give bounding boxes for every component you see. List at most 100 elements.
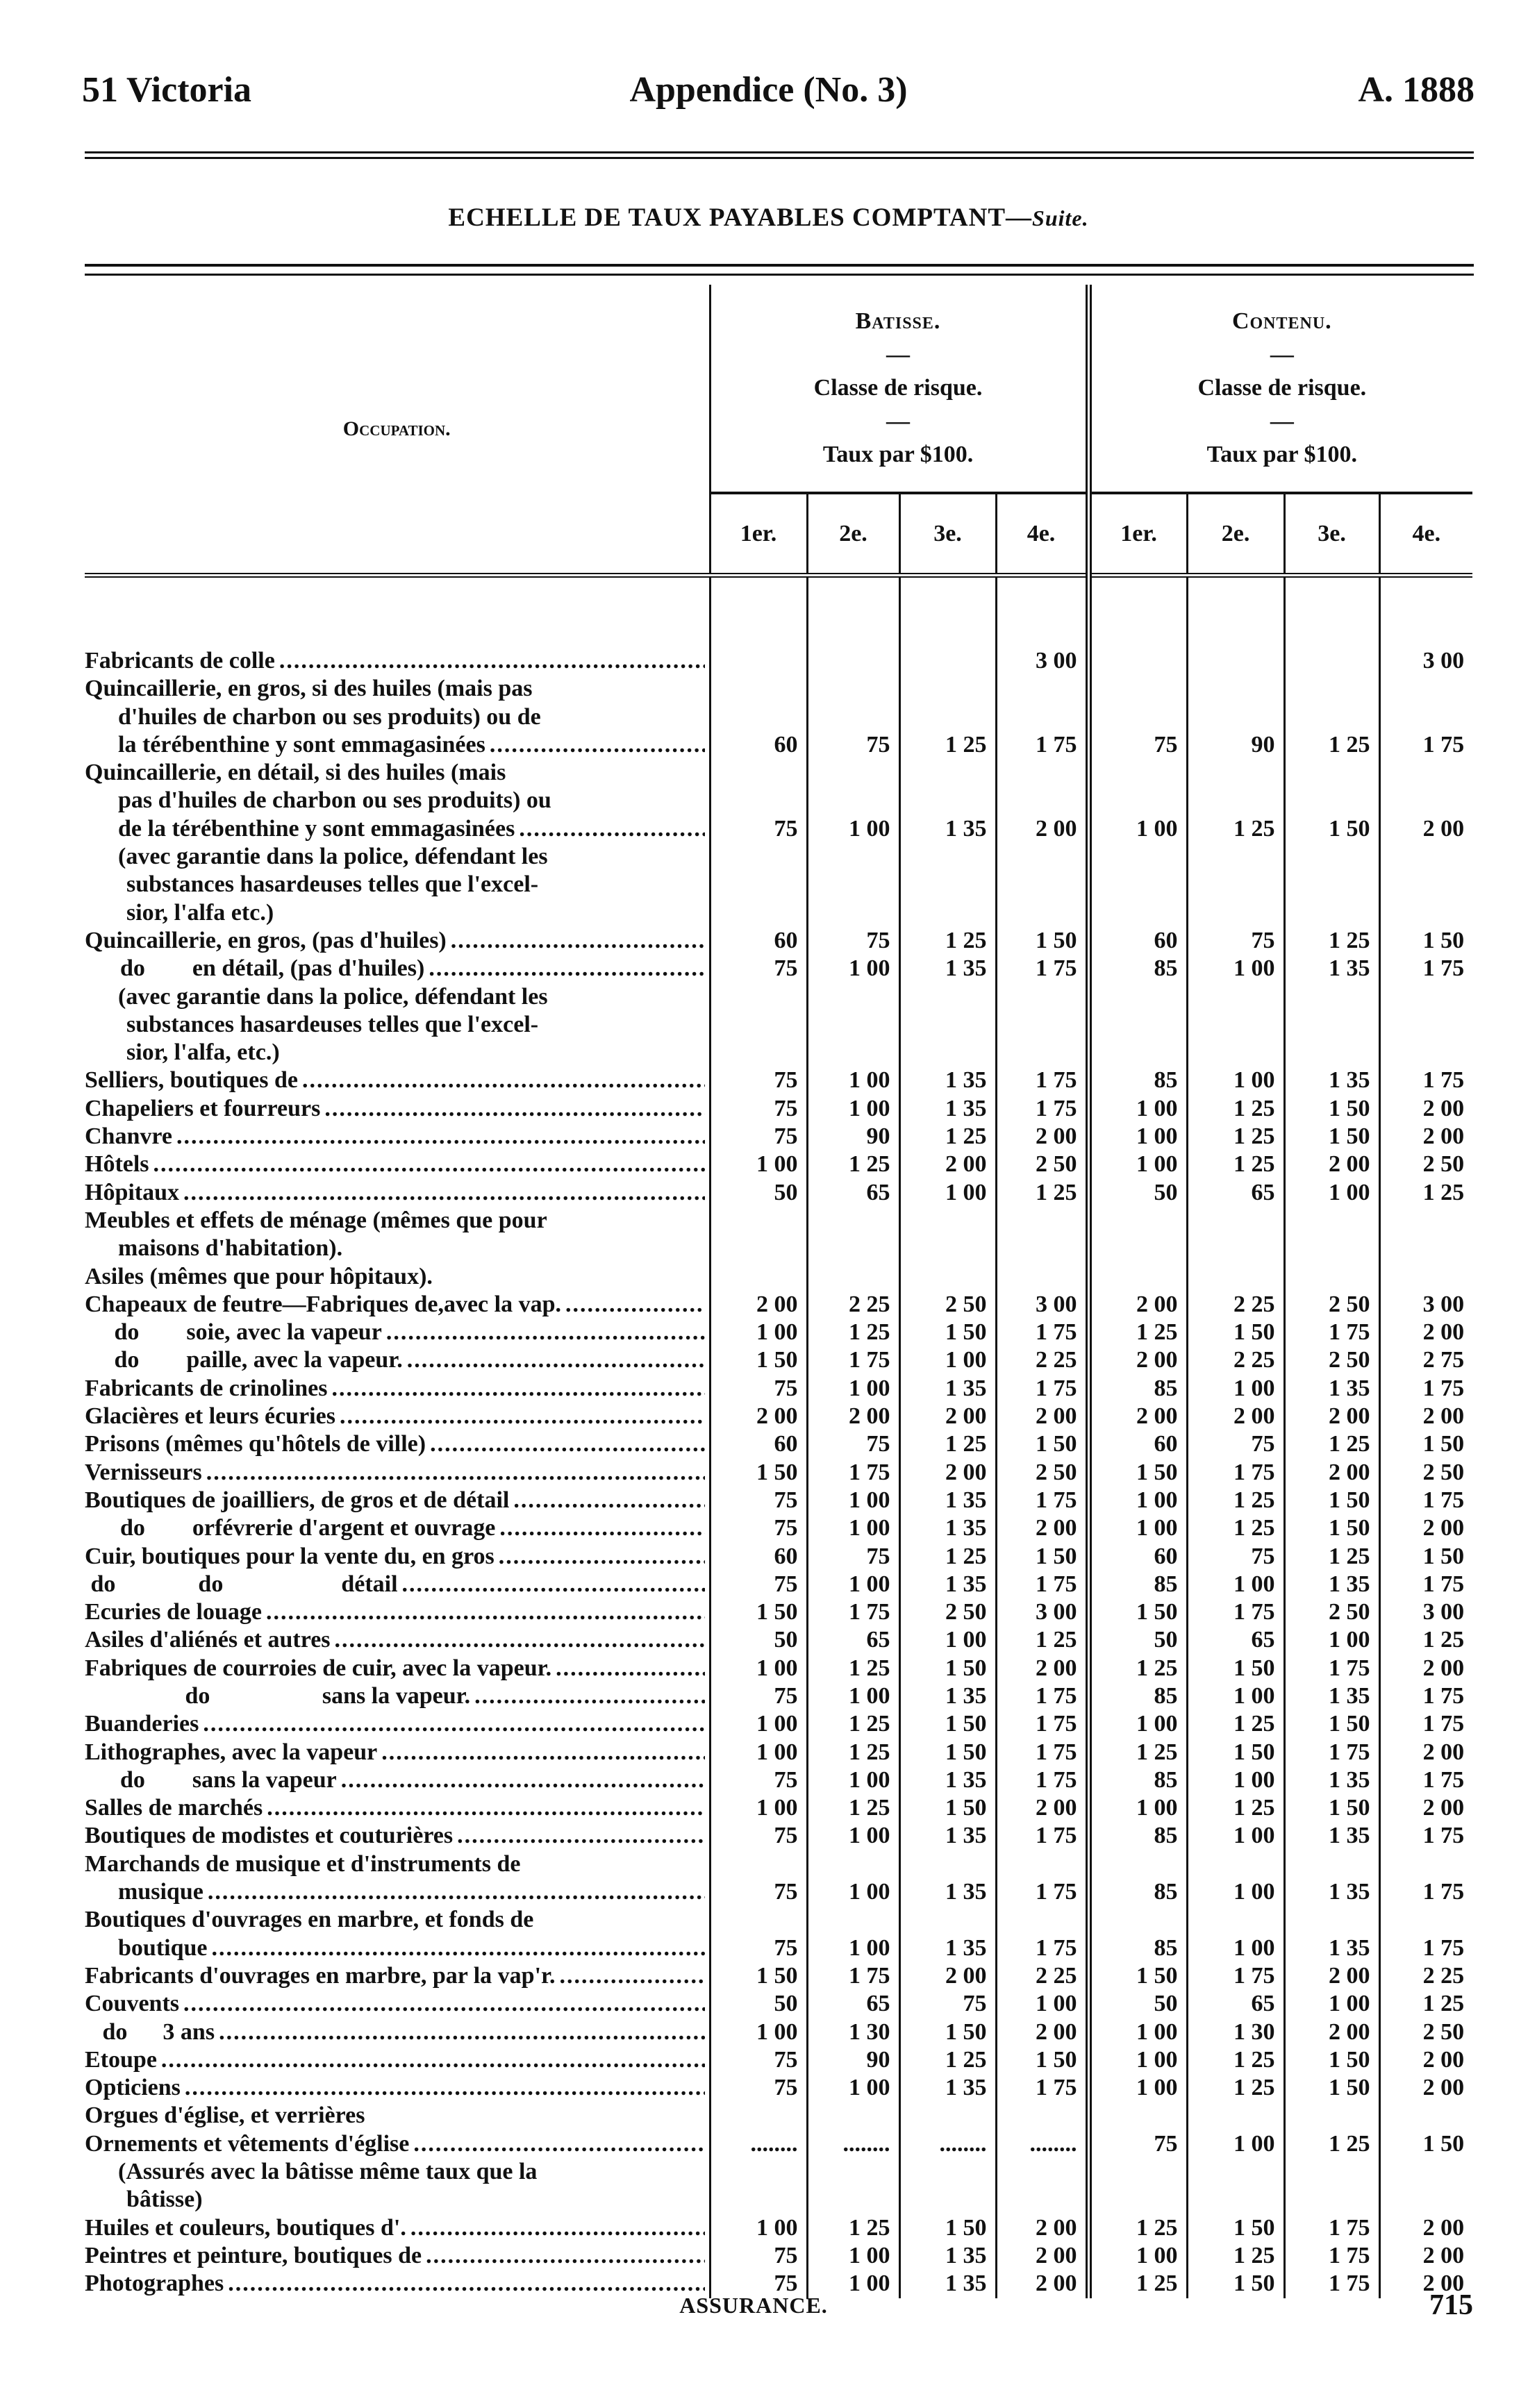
batisse-rate-class-1: 75 (708, 1766, 807, 1795)
contenu-rate-class-3: 1 75 (1283, 2241, 1380, 2271)
dot-leader (183, 1990, 704, 2018)
batisse-rate-class-2: 1 75 (806, 1598, 899, 1627)
batisse-rate-class-1: 75 (708, 1094, 807, 1123)
contenu-rate-class-1: 1 00 (1085, 2018, 1188, 2046)
batisse-rate-class-4: 1 75 (995, 1067, 1089, 1095)
batisse-rate-class-1 (708, 1262, 807, 1291)
occupation-cell: Lithographes, avec la vapeur (85, 1739, 710, 1766)
occupation-line: Etoupe (85, 2046, 705, 2074)
batisse-rate-class-2: ........ (806, 2130, 899, 2159)
occupation-text: do paille, avec la vapeur. (85, 1347, 403, 1373)
occupation-line: Asiles d'aliénés et autres (85, 1626, 705, 1654)
contenu-rate-class-3: 1 35 (1283, 1822, 1380, 1850)
contenu-rate-class-2: 1 00 (1186, 1570, 1285, 1599)
occupation-line: sior, l'alfa, etc.) (85, 1039, 705, 1067)
batisse-rate-class-1: 75 (708, 1906, 807, 1962)
dot-leader (208, 1878, 705, 1906)
contenu-rate-class-2: 1 25 (1186, 1710, 1285, 1739)
occupation-cell: Opticiens (85, 2074, 710, 2102)
batisse-rate-class-2: 1 75 (806, 1458, 899, 1487)
occupation-cell: Asiles (mêmes que pour hôpitaux). (85, 1263, 710, 1291)
contenu-rate-class-3: 1 50 (1283, 1710, 1380, 1739)
table-row: Vernisseurs1 501 752 002 501 501 752 002… (85, 1458, 1473, 1487)
dot-leader (381, 1739, 704, 1766)
batisse-rate-class-4 (995, 1262, 1089, 1291)
batisse-rate-class-4: 1 75 (995, 1850, 1089, 1907)
dot-leader (386, 1319, 705, 1346)
occupation-cell: Quincaillerie, en gros, (pas d'huiles) (85, 927, 710, 955)
contenu-rate-class-4: 1 75 (1378, 675, 1473, 760)
occupation-cell: Marchands de musique et d'instruments de… (85, 1850, 710, 1907)
batisse-rate-class-3 (898, 1262, 996, 1291)
occupation-cell: Vernisseurs (85, 1459, 710, 1487)
batisse-rate-class-3: 1 35 (898, 1766, 996, 1795)
contenu-rate-class-3: 1 75 (1283, 1654, 1380, 1682)
occupation-text: Orgues d'église, et verrières (85, 2102, 365, 2129)
occupation-text: Salles de marchés (85, 1795, 263, 1821)
contenu-rate-class-2: 1 75 (1186, 1598, 1285, 1627)
batisse-rate-class-4: 2 00 (995, 2214, 1089, 2242)
occupation-line: Lithographes, avec la vapeur (85, 1739, 705, 1766)
batisse-rate-class-1: 2 00 (708, 1290, 807, 1319)
contenu-rate-class-1: 1 00 (1085, 2046, 1188, 2075)
table-row: do en détail, (pas d'huiles)751 001 351 … (85, 955, 1473, 983)
table-row: (avec garantie dans la police, défendant… (85, 983, 1473, 1067)
contenu-rate-class-1: 85 (1085, 1374, 1188, 1403)
table-row: Hôtels1 001 252 002 501 001 252 002 50 (85, 1151, 1473, 1179)
batisse-rate-class-3: 1 50 (898, 2018, 996, 2046)
occupation-text: bâtisse) (126, 2187, 203, 2213)
contenu-rate-class-4 (1378, 1206, 1473, 1263)
batisse-rate-class-2 (806, 1206, 899, 1263)
contenu-rate-class-3: 1 25 (1283, 1430, 1380, 1459)
batisse-rate-class-4: 1 75 (995, 1319, 1089, 1347)
contenu-rate-class-3 (1283, 843, 1380, 927)
table-row: Boutiques de modistes et couturières751 … (85, 1822, 1473, 1850)
contenu-rate-class-1 (1085, 1206, 1188, 1263)
occupation-text: do do détail (85, 1571, 398, 1597)
batisse-rate-class-4: 1 75 (995, 1094, 1089, 1123)
contenu-rate-class-4: 1 75 (1378, 1486, 1473, 1515)
batisse-group-header: Batisse. — Classe de risque. — Taux par … (708, 285, 1089, 493)
batisse-rate-class-4: 1 75 (995, 1766, 1089, 1795)
occupation-cell: Glacières et leurs écuries (85, 1403, 710, 1430)
occupation-line: Asiles (mêmes que pour hôpitaux). (85, 1263, 705, 1291)
batisse-rate-class-2: 1 00 (806, 1067, 899, 1095)
contenu-rate-class-2: 1 00 (1186, 955, 1285, 983)
contenu-rate-class-4: 1 50 (1378, 1430, 1473, 1459)
batisse-rate-class-2: 1 25 (806, 1654, 899, 1682)
occupation-cell: Cuir, boutiques pour la vente du, en gro… (85, 1543, 710, 1571)
batisse-rate-class-1 (708, 983, 807, 1067)
contenu-rate-class-3 (1283, 983, 1380, 1067)
occupation-line: Fabricants de colle (85, 647, 705, 675)
occupation-text: Fabricants d'ouvrages en marbre, par la … (85, 1962, 556, 1989)
contenu-rate-class-1: 60 (1085, 1542, 1188, 1571)
batisse-rate-class-3: 1 35 (898, 2074, 996, 2102)
contenu-rate-class-1: 1 25 (1085, 1654, 1188, 1682)
contenu-rate-class-3: 1 75 (1283, 1319, 1380, 1347)
batisse-rate-class-4 (995, 983, 1089, 1067)
contenu-rate-class-3: 2 00 (1283, 1458, 1380, 1487)
batisse-rate-class-4: 1 00 (995, 1990, 1089, 2018)
contenu-rate-class-4 (1378, 2158, 1473, 2214)
contenu-rate-class-1: 1 00 (1085, 1514, 1188, 1543)
dot-leader (560, 1962, 705, 1990)
dot-leader (324, 1095, 704, 1123)
contenu-rate-class-4 (1378, 983, 1473, 1067)
contenu-rate-class-3: 1 50 (1283, 1094, 1380, 1123)
taux-label: Taux par $100. (1206, 442, 1357, 467)
occupation-cell: Etoupe (85, 2046, 710, 2074)
batisse-rate-class-2: 1 00 (806, 1850, 899, 1907)
occupation-line: do do détail (85, 1571, 705, 1598)
dot-leader (302, 1067, 705, 1094)
batisse-rate-class-1: 75 (708, 2074, 807, 2102)
batisse-rate-class-4: 2 00 (995, 2270, 1089, 2298)
batisse-rate-class-3: 1 25 (898, 2046, 996, 2075)
occupation-line: do paille, avec la vapeur. (85, 1346, 705, 1374)
dash: — (1270, 342, 1294, 367)
contenu-rate-class-2: 90 (1186, 675, 1285, 760)
batisse-rate-class-4: 1 50 (995, 926, 1089, 955)
occupation-line: Chapeaux de feutre—Fabriques de,avec la … (85, 1291, 705, 1319)
batisse-rate-class-2: 1 25 (806, 1738, 899, 1766)
table-row: Boutiques de joailliers, de gros et de d… (85, 1486, 1473, 1515)
